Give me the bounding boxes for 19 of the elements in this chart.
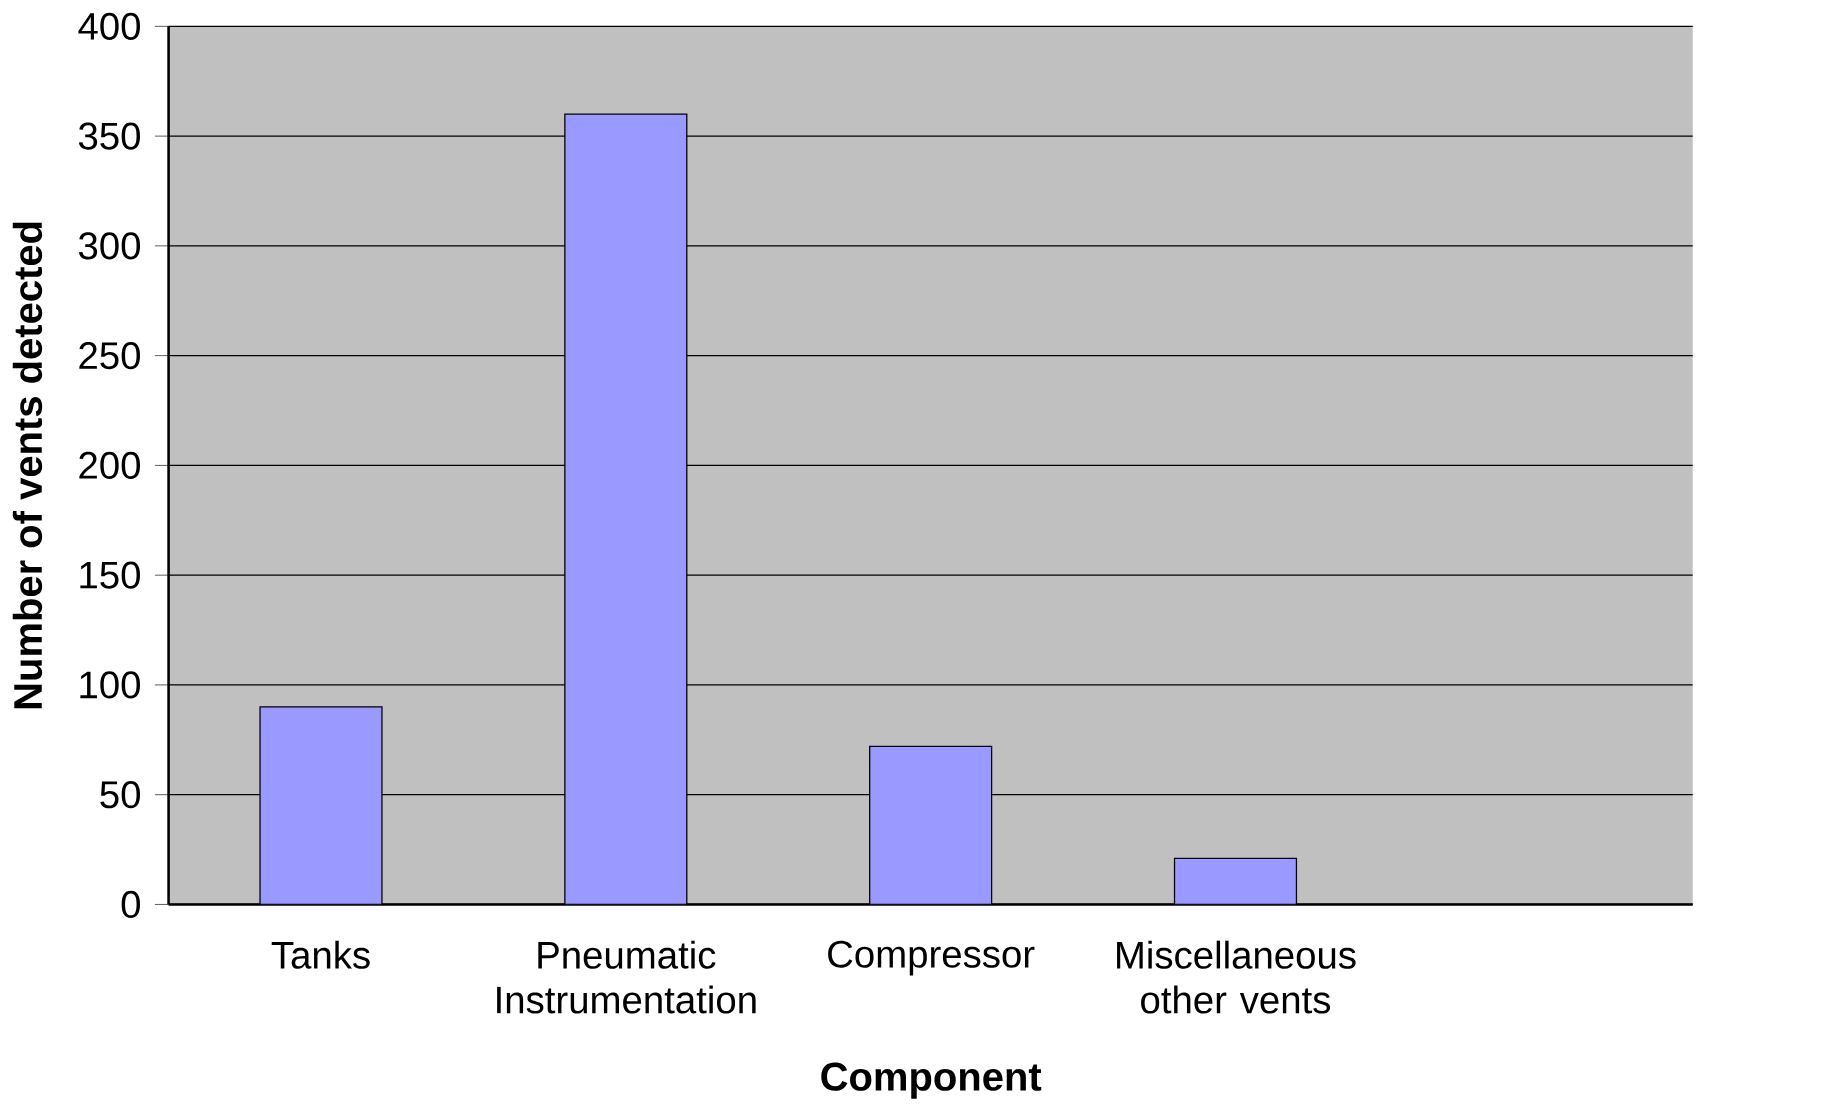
x-axis-title: Component <box>821 1062 1042 1099</box>
bar <box>869 745 993 905</box>
bar <box>1173 857 1298 905</box>
y-tick-label: 300 <box>78 232 141 260</box>
x-tick-label: Pneumatic Instrumentation <box>497 940 756 1014</box>
x-tick-label: Miscellaneous other vents <box>1117 940 1356 1014</box>
x-tick-label: Compressor <box>828 940 1035 976</box>
y-tick-label: 0 <box>121 891 141 919</box>
y-tick-label: 350 <box>78 122 141 150</box>
y-tick-label: 250 <box>79 342 141 370</box>
y-tick-label: 400 <box>78 13 141 41</box>
y-tick-label: 50 <box>100 781 141 809</box>
x-tick-label: Tanks <box>271 940 370 969</box>
bar <box>564 113 688 905</box>
y-axis-title: Number of vents detected <box>12 222 43 709</box>
y-tick-label: 100 <box>80 671 141 699</box>
y-tick-label: 150 <box>80 561 141 589</box>
y-tick-label: 200 <box>79 452 141 480</box>
bar <box>259 706 383 905</box>
